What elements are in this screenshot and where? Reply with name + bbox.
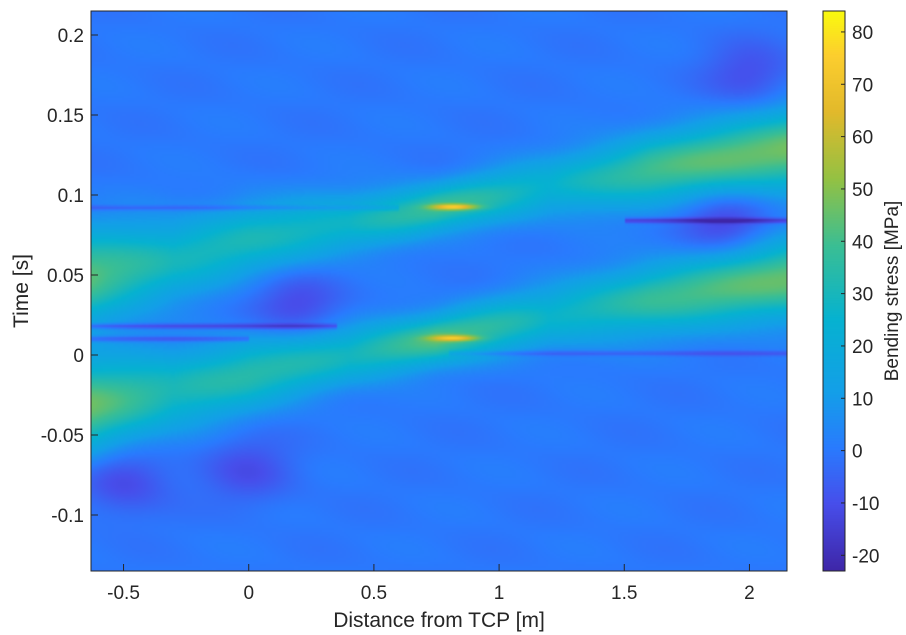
- colorbar-tick-label: 70: [852, 75, 873, 96]
- plot-frame: [90, 10, 788, 572]
- x-axis-ticks: -0.5 0 0.5 1 1.5 2: [107, 564, 755, 604]
- colorbar-gradient: [823, 11, 845, 571]
- heatmap-image: [91, 11, 787, 571]
- x-axis-label: Distance from TCP [m]: [333, 609, 545, 632]
- colorbar-ticks: -20 -10 0 10 20 30 40 50 60 70 80: [841, 23, 879, 567]
- colorbar-tick-label: -20: [852, 546, 879, 567]
- x-tick-label: 2: [744, 583, 755, 604]
- colorbar-tick-label: -10: [852, 494, 879, 515]
- colorbar-frame: [822, 10, 846, 572]
- colorbar-tick-label: 40: [852, 232, 873, 253]
- y-tick-label: 0.2: [58, 26, 84, 47]
- colorbar-tick-label: 20: [852, 337, 873, 358]
- y-tick-label: 0.1: [58, 186, 84, 207]
- y-tick-label: 0.05: [47, 266, 84, 287]
- colorbar-label: Bending stress [MPa]: [882, 201, 903, 382]
- x-tick-label: 0.5: [361, 583, 387, 604]
- x-tick-label: 1: [494, 583, 505, 604]
- y-axis-ticks: -0.1 -0.05 0 0.05 0.1 0.15 0.2: [41, 26, 98, 527]
- colorbar-tick-label: 50: [852, 180, 873, 201]
- colorbar-tick-label: 0: [852, 442, 863, 463]
- colorbar-tick-label: 10: [852, 389, 873, 410]
- y-tick-label: 0.15: [47, 106, 84, 127]
- plot-area: [90, 10, 788, 572]
- y-tick-label: 0: [73, 346, 84, 367]
- y-axis-label: Time [s]: [10, 254, 33, 328]
- x-tick-label: 1.5: [611, 583, 637, 604]
- colorbar-tick-label: 80: [852, 23, 873, 44]
- colorbar-tick-label: 60: [852, 128, 873, 149]
- x-tick-label: 0: [243, 583, 254, 604]
- y-tick-label: -0.05: [41, 426, 84, 447]
- x-tick-label: -0.5: [107, 583, 140, 604]
- y-tick-label: -0.1: [51, 506, 84, 527]
- colorbar: -20 -10 0 10 20 30 40 50 60 70 80 Bending stress […: [822, 10, 903, 572]
- colorbar-tick-label: 30: [852, 285, 873, 306]
